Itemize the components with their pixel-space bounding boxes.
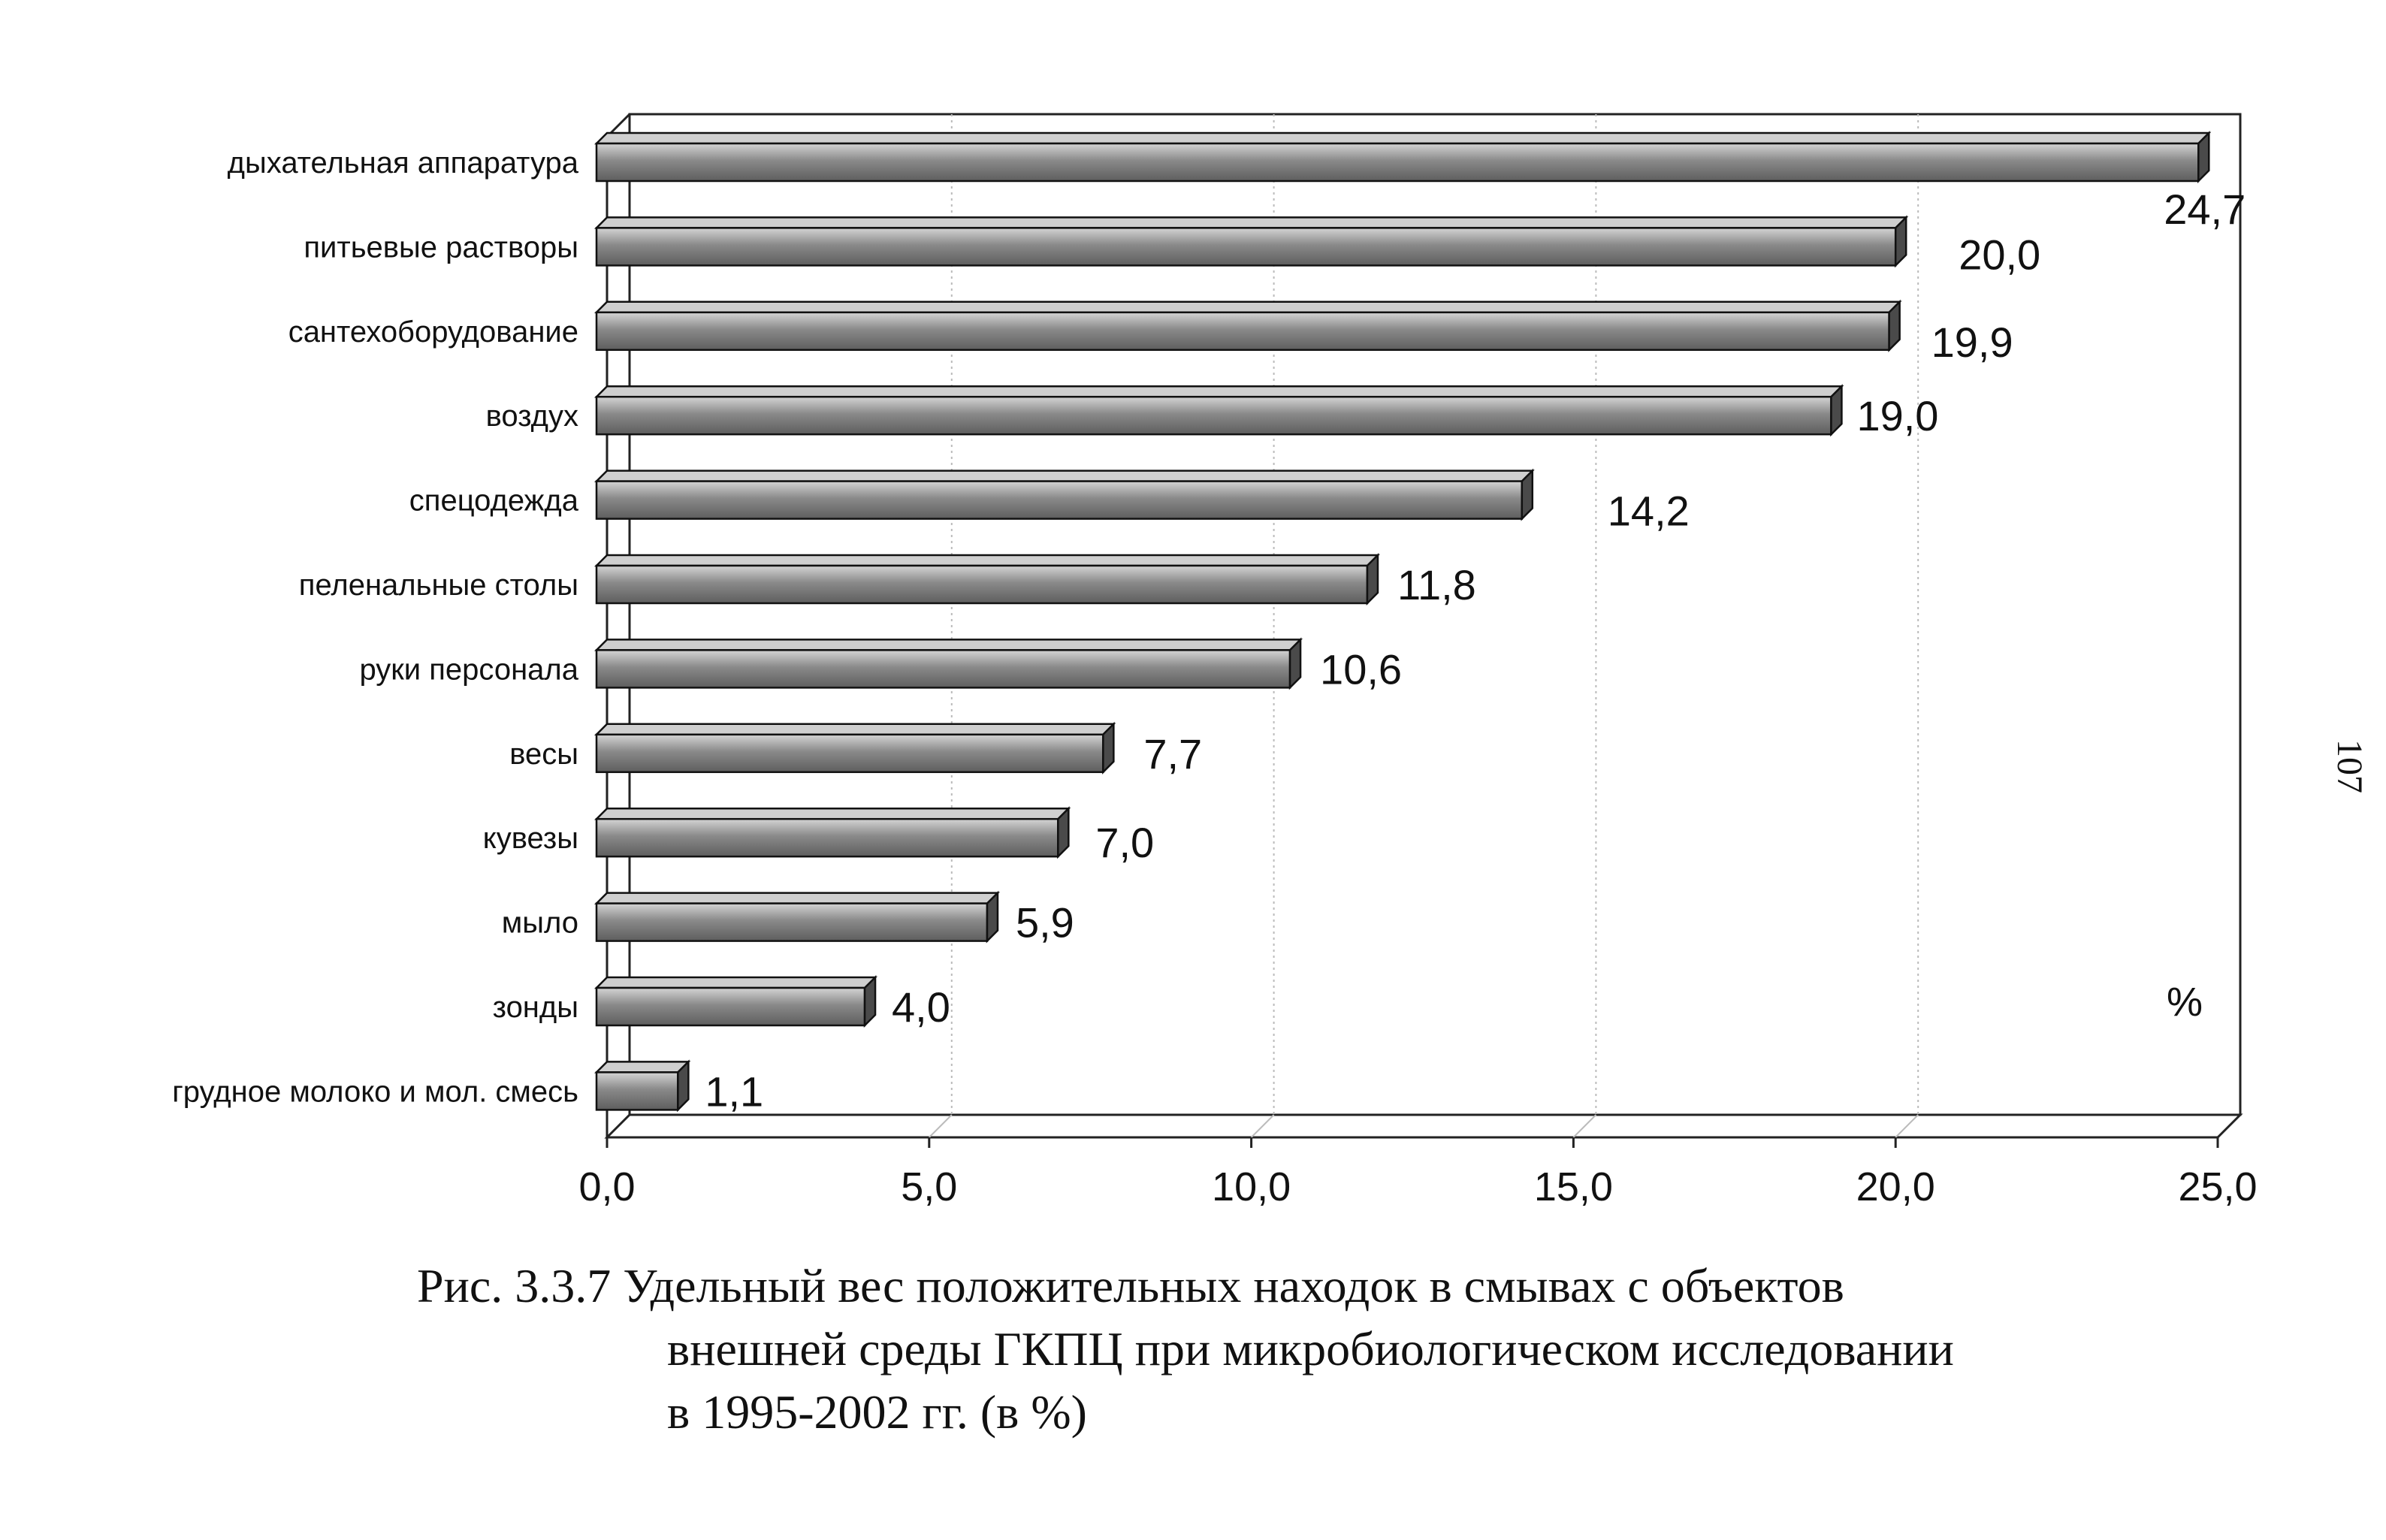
bar-front-face <box>595 1071 679 1111</box>
x-tick-label: 20,0 <box>1856 1164 1935 1209</box>
category-label: грудное молоко и мол. смесь <box>172 1075 578 1108</box>
bar-top-face <box>593 216 1909 229</box>
bar-side-face <box>863 974 877 1028</box>
figure-caption-line-2: внешней среды ГКПЦ при микробиологическо… <box>667 1322 1954 1375</box>
plot-area-frame <box>604 113 2243 1139</box>
bar-top-face <box>593 385 1844 398</box>
value-label: 4,0 <box>892 983 950 1031</box>
value-label: 14,2 <box>1608 488 1690 535</box>
bar-front-face <box>595 227 1897 267</box>
value-label: 24,7 <box>2164 186 2246 233</box>
bar-top-face <box>593 131 2212 145</box>
bar-side-face <box>1894 215 1907 268</box>
x-tick-label: 10,0 <box>1212 1164 1291 1209</box>
bar-top-face <box>593 1061 691 1073</box>
bar <box>593 130 2212 184</box>
bar-front-face <box>595 480 1524 520</box>
bar <box>593 806 1071 859</box>
bar-side-face <box>1830 384 1843 437</box>
gridlines <box>929 114 1919 1138</box>
x-axis-ticks: 0,0 5,0 10,0 15,0 20,0 25,0 <box>578 1137 2258 1209</box>
category-label: спецодежда <box>409 485 579 518</box>
category-label: зонды <box>493 991 578 1024</box>
bar-side-face <box>1521 468 1534 521</box>
bar-side-face <box>1888 299 1901 352</box>
bar-front-face <box>595 142 2200 183</box>
bar-front-face <box>595 817 1059 858</box>
value-label: 11,8 <box>1397 561 1476 608</box>
unit-label: % <box>2167 980 2203 1025</box>
value-label: 19,0 <box>1856 392 1938 439</box>
bar <box>593 1059 691 1113</box>
bar <box>593 637 1303 690</box>
bar-front-face <box>595 395 1832 436</box>
floor-gridline <box>1250 1114 1275 1138</box>
x-tick-label: 0,0 <box>578 1164 635 1209</box>
bar-front-face <box>595 902 989 942</box>
bar <box>593 974 878 1028</box>
bar-top-face <box>593 976 878 989</box>
bar <box>593 384 1844 437</box>
bar-side-face <box>1057 806 1070 859</box>
category-label: мыло <box>502 907 578 940</box>
value-label: 19,9 <box>1931 319 2013 366</box>
figure-caption-line-3: в 1995-2002 гг. (в %) <box>667 1385 1087 1439</box>
category-label: воздух <box>486 400 578 433</box>
bar-top-face <box>593 892 1001 904</box>
bar <box>593 890 1001 944</box>
bar-side-face <box>1366 552 1379 606</box>
bar <box>593 552 1380 606</box>
category-label: питьевые растворы <box>304 231 578 264</box>
category-label: сантехоборудование <box>288 316 578 349</box>
figure-caption-line-1: Рис. 3.3.7 Удельный вес положительных на… <box>417 1259 1844 1312</box>
bar-top-face <box>593 639 1303 651</box>
floor-gridline <box>1895 1114 1919 1138</box>
bar-front-face <box>595 649 1291 689</box>
category-label: весы <box>509 738 578 771</box>
value-label: 7,0 <box>1095 819 1154 866</box>
bar-front-face <box>595 986 866 1027</box>
bar-top-face <box>593 723 1116 736</box>
bar-side-face <box>677 1059 690 1113</box>
bar-top-face <box>593 300 1902 314</box>
x-tick-label: 5,0 <box>901 1164 957 1209</box>
bar-top-face <box>593 807 1071 820</box>
category-label: пеленальные столы <box>299 569 578 602</box>
value-label: 10,6 <box>1320 645 1402 693</box>
bars <box>593 130 2212 1113</box>
bar <box>593 468 1535 521</box>
bar-side-face <box>1102 721 1115 775</box>
category-labels: дыхательная аппаратура питьевые растворы с… <box>172 146 579 1108</box>
bar <box>593 721 1116 775</box>
x-tick-label: 15,0 <box>1534 1164 1613 1209</box>
bar-top-face <box>593 470 1535 482</box>
bar-top-face <box>593 554 1380 567</box>
value-label: 7,7 <box>1143 730 1202 778</box>
bar-side-face <box>986 890 999 944</box>
category-label: руки персонала <box>359 653 578 686</box>
category-label: кувезы <box>483 822 578 855</box>
bar-side-face <box>1288 637 1302 690</box>
value-label: 5,9 <box>1016 899 1074 947</box>
bar-front-face <box>595 733 1104 774</box>
bar-side-face <box>2197 130 2210 184</box>
bar-front-face <box>595 311 1890 352</box>
floor-gridline <box>1572 1114 1597 1138</box>
bar <box>593 215 1909 268</box>
bar <box>593 299 1902 352</box>
category-label: дыхательная аппаратура <box>228 146 579 180</box>
value-label: 1,1 <box>705 1067 763 1115</box>
value-label: 20,0 <box>1959 231 2040 278</box>
page-number: 107 <box>2330 739 2369 793</box>
bar-front-face <box>595 564 1369 605</box>
x-tick-label: 25,0 <box>2178 1164 2257 1209</box>
floor <box>604 1113 2243 1139</box>
floor-gridline <box>929 1114 953 1138</box>
value-labels: 24,7 20,0 19,9 19,0 14,2 11,8 10,6 7,7 7,0 5,9 4,0… <box>705 186 2246 1115</box>
